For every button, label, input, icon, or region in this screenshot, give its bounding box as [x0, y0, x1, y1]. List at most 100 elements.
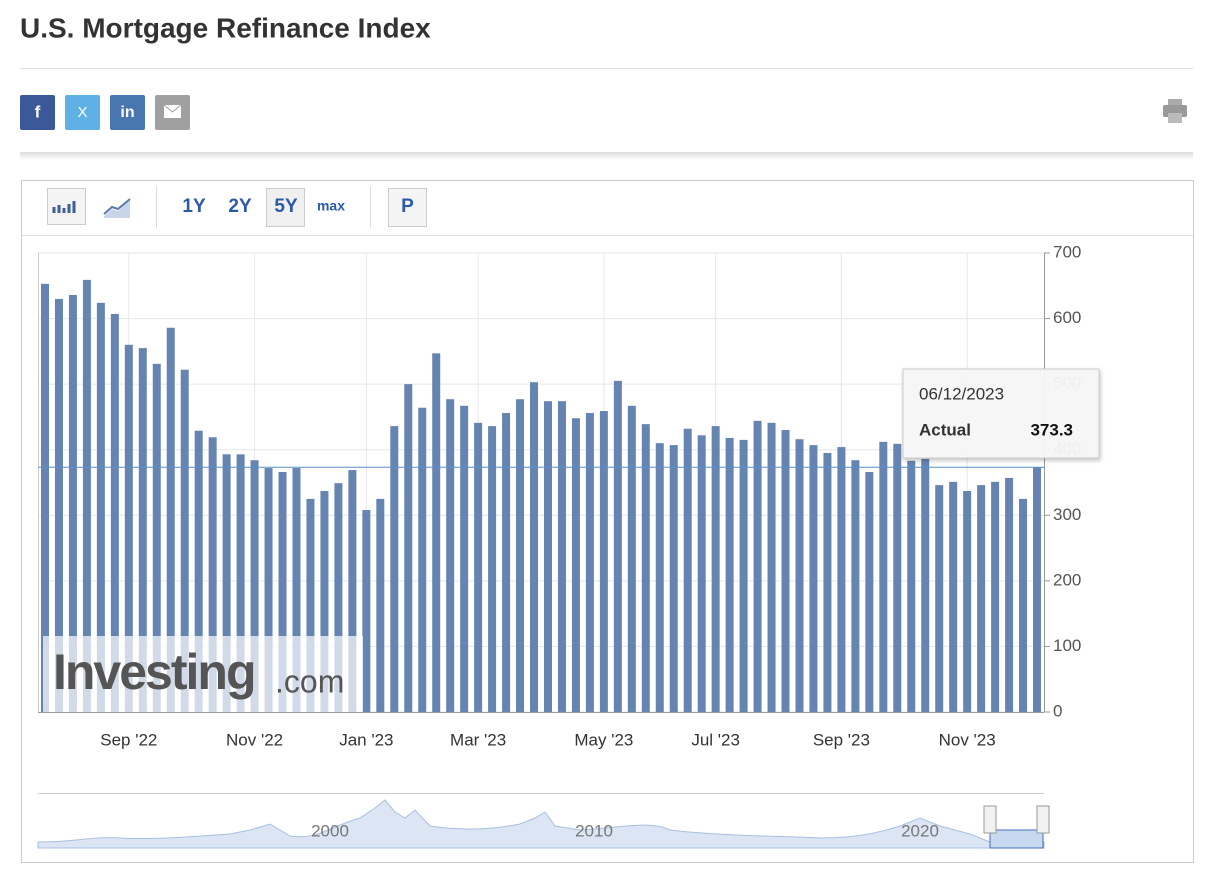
bar — [474, 422, 483, 712]
bar — [753, 420, 762, 712]
tooltip — [902, 368, 1100, 459]
bar — [585, 412, 594, 712]
bar — [1019, 498, 1028, 712]
navigator-series — [37, 799, 1045, 849]
bar — [54, 298, 63, 712]
navigator-handle[interactable] — [1036, 805, 1050, 834]
tooltip-label: Actual — [919, 420, 971, 439]
bar — [781, 430, 790, 712]
x-tick-label: Sep '23 — [813, 730, 870, 749]
p-button[interactable] — [388, 188, 427, 227]
bar — [613, 380, 622, 712]
bar — [82, 279, 91, 712]
x-button[interactable] — [65, 95, 100, 130]
bar — [320, 491, 329, 712]
navigator: 2000 2010 2020 — [37, 793, 1050, 849]
bar — [194, 430, 203, 712]
bar — [1033, 467, 1042, 712]
x-tick-label: Nov '23 — [939, 730, 996, 749]
bar — [110, 313, 119, 712]
bar — [893, 443, 902, 712]
bar — [837, 447, 846, 712]
facebook-button[interactable] — [20, 95, 55, 130]
y-tick-label: 200 — [1053, 570, 1081, 589]
tooltip-value: 373.3 — [1030, 420, 1073, 439]
bar — [306, 498, 315, 712]
bar — [348, 470, 357, 712]
x-tick-label: Mar '23 — [450, 730, 506, 749]
y-tick-label: 300 — [1053, 505, 1081, 524]
linkedin-button[interactable] — [110, 95, 145, 130]
bar — [739, 439, 748, 712]
bar — [767, 422, 776, 712]
bar — [264, 468, 273, 712]
x-tick-label: Sep '22 — [100, 730, 157, 749]
bar-chart-button[interactable] — [47, 188, 86, 225]
bar — [222, 454, 231, 712]
x-tick-label: May '23 — [574, 730, 633, 749]
navigator-window — [989, 829, 1044, 849]
bar — [935, 485, 944, 712]
line-chart-button[interactable] — [104, 200, 130, 218]
bar — [278, 472, 287, 712]
bar — [599, 411, 608, 712]
bar — [879, 441, 888, 712]
bar — [362, 510, 371, 712]
y-tick-label: 100 — [1053, 636, 1081, 655]
line-icon — [103, 198, 131, 215]
bar — [641, 424, 650, 712]
bar — [138, 348, 147, 712]
bar — [683, 428, 692, 712]
navigator-handle[interactable] — [983, 805, 997, 834]
bar — [543, 401, 552, 712]
range-selected — [266, 188, 305, 227]
range-button[interactable]: 1Y — [182, 196, 206, 217]
bar-icon — [52, 201, 76, 213]
range-button[interactable]: 2Y — [228, 196, 252, 217]
facebook-icon: f — [35, 102, 41, 121]
bar — [96, 302, 105, 712]
bar — [152, 363, 161, 712]
bar — [236, 454, 245, 712]
bar — [669, 445, 678, 712]
share-bar: f X in — [20, 95, 190, 130]
bar — [711, 426, 720, 712]
bar — [823, 452, 832, 712]
bar — [166, 327, 175, 712]
x-tick-label: Nov '22 — [226, 730, 283, 749]
bar — [977, 485, 986, 712]
bar — [725, 437, 734, 712]
bar — [390, 426, 399, 712]
shadow — [20, 152, 1193, 160]
email-icon-flap — [163, 104, 182, 113]
print-button[interactable] — [1163, 99, 1187, 123]
bar — [432, 353, 441, 712]
bar — [851, 460, 860, 712]
watermark: .com — [275, 663, 344, 699]
range-button[interactable]: max — [317, 198, 345, 214]
bar — [208, 437, 217, 712]
bar — [502, 412, 511, 712]
y-tick-label: 600 — [1053, 308, 1081, 327]
bar — [963, 491, 972, 712]
watermark-box — [43, 636, 363, 712]
bar — [460, 405, 469, 712]
bar — [809, 445, 818, 712]
bar — [795, 439, 804, 712]
navigator-label: 2020 — [901, 821, 939, 840]
y-tick-label: 700 — [1053, 242, 1081, 261]
bar — [40, 283, 49, 712]
bar — [376, 498, 385, 712]
bar — [404, 384, 413, 712]
x-tick-label: Jul '23 — [691, 730, 740, 749]
bar — [418, 407, 427, 712]
bar — [697, 435, 706, 712]
range-button[interactable]: 5Y — [274, 196, 298, 217]
bar — [865, 472, 874, 712]
bar — [446, 399, 455, 712]
chart-toolbar: 1Y 2Y 5Y max P — [47, 186, 427, 228]
bar — [124, 344, 133, 712]
bar — [180, 369, 189, 712]
